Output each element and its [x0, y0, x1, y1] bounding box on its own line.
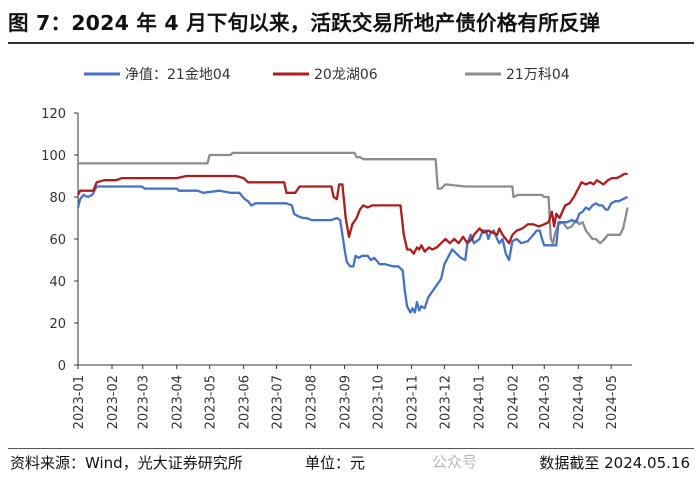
- x-tick-label: 2023-06: [238, 375, 253, 429]
- legend-label-0: 净值：21金地04: [125, 67, 231, 83]
- series-line-0: [76, 185, 629, 314]
- plot-area: [76, 151, 629, 314]
- y-tick-label: 80: [49, 191, 66, 206]
- line-chart: 净值：21金地04 20龙湖06 21万科04 0 20 40 60 80 100 120 20…: [41, 67, 632, 429]
- x-tick-label: 2023-12: [438, 375, 453, 429]
- legend-label-1: 20龙湖06: [314, 67, 378, 83]
- x-tick-label: 2023-07: [271, 375, 286, 429]
- legend: 净值：21金地04 20龙湖06 21万科04: [84, 67, 570, 83]
- x-tick-label: 2023-08: [305, 375, 320, 429]
- x-tick-label: 2024-04: [572, 375, 587, 429]
- x-axis: 2023-01 2023-02 2023-03 2023-04 2023-05 2023-…: [72, 364, 632, 429]
- x-tick-label: 2024-03: [538, 375, 553, 429]
- x-tick-label: 2023-01: [72, 375, 87, 429]
- series-line-2: [78, 151, 629, 245]
- source-note: 资料来源：Wind，光大证券研究所: [10, 454, 243, 472]
- footer-divider: [8, 448, 694, 449]
- x-tick-label: 2024-05: [605, 375, 620, 429]
- data-date-note: 数据截至 2024.05.16: [539, 454, 690, 472]
- y-tick-label: 40: [49, 275, 66, 290]
- x-tick-label: 2023-03: [137, 375, 152, 429]
- figure-title: 图 7：2024 年 4 月下旬以来，活跃交易所地产债价格有所反弹: [8, 11, 601, 35]
- series-line-1: [76, 172, 628, 255]
- x-tick-label: 2024-01: [472, 375, 487, 429]
- y-tick-label: 0: [58, 359, 66, 374]
- legend-label-2: 21万科04: [506, 67, 570, 83]
- x-tick-label: 2023-10: [371, 375, 386, 429]
- title-underline: [8, 42, 694, 44]
- x-tick-label: 2023-02: [106, 375, 121, 429]
- x-tick-label: 2024-02: [506, 375, 521, 429]
- y-tick-label: 60: [49, 233, 66, 248]
- x-tick-label: 2023-05: [204, 375, 219, 429]
- y-axis: 0 20 40 60 80 100 120: [41, 107, 79, 374]
- watermark: 公众号: [432, 453, 478, 471]
- x-tick-label: 2023-09: [339, 375, 354, 429]
- y-tick-label: 120: [41, 107, 66, 122]
- x-tick-label: 2023-04: [171, 375, 186, 429]
- y-tick-label: 20: [49, 317, 66, 332]
- unit-note: 单位：元: [305, 454, 366, 472]
- x-tick-label: 2023-11: [405, 375, 420, 429]
- y-tick-label: 100: [41, 149, 66, 164]
